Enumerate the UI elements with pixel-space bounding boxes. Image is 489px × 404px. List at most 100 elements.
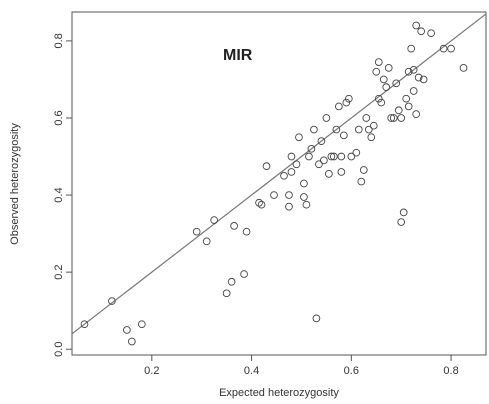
data-point [342, 98, 351, 107]
data-point [337, 152, 346, 161]
y-tick-label: 0.8 [53, 33, 65, 48]
data-point [287, 152, 296, 161]
x-tick-label: 0.6 [344, 365, 359, 377]
y-axis-title: Observed heterozygosity [9, 123, 21, 245]
data-point [359, 166, 368, 174]
data-point [379, 75, 388, 84]
data-point [317, 137, 326, 145]
data-point [409, 65, 418, 74]
data-point [322, 114, 331, 122]
data-point [367, 133, 376, 142]
data-point [287, 168, 296, 176]
data-point [240, 270, 248, 278]
data-point [302, 200, 311, 209]
data-point [394, 106, 403, 115]
data-point [337, 168, 346, 176]
data-point [389, 114, 398, 122]
data-point [300, 193, 308, 201]
data-point [407, 44, 416, 53]
data-point [80, 320, 89, 329]
data-point [419, 75, 428, 84]
data-point [137, 320, 146, 329]
data-point [192, 227, 201, 236]
data-point [312, 314, 321, 323]
data-point [257, 200, 266, 209]
data-point [374, 94, 383, 103]
data-point [369, 121, 378, 130]
data-point [384, 64, 393, 72]
data-point [382, 83, 391, 92]
data-point [439, 44, 448, 53]
data-point [262, 162, 271, 171]
x-tick-label: 0.2 [144, 365, 159, 377]
data-point [210, 216, 219, 224]
data-point [285, 191, 293, 199]
data-point [397, 218, 406, 226]
data-point [459, 64, 468, 72]
y-tick-label: 0.4 [53, 187, 65, 202]
x-tick-label: 0.8 [443, 365, 458, 377]
data-point [320, 156, 328, 165]
data-point [300, 179, 308, 188]
data-point [285, 202, 293, 211]
data-point [399, 208, 408, 217]
data-point [344, 94, 353, 103]
data-point [404, 102, 413, 111]
data-point [230, 222, 238, 230]
y-tick-label: 0.0 [53, 342, 65, 357]
data-point [222, 289, 231, 298]
data-point [427, 29, 435, 38]
data-point [310, 125, 318, 134]
data-point [242, 227, 251, 236]
data-point [202, 237, 211, 246]
data-point [372, 67, 381, 76]
data-point [417, 27, 426, 36]
data-point [412, 21, 421, 30]
data-point [305, 152, 313, 161]
data-point [270, 191, 278, 199]
data-point [414, 73, 423, 82]
data-point [327, 152, 336, 161]
data-point [352, 148, 361, 157]
data-point [255, 198, 263, 207]
data-point [332, 125, 341, 134]
data-point [280, 171, 288, 180]
data-point [335, 102, 343, 111]
data-point [364, 125, 373, 134]
data-point [409, 87, 418, 95]
y-tick-label: 0.2 [53, 264, 65, 279]
y-tick-label: 0.6 [53, 110, 65, 125]
data-point [108, 297, 116, 305]
plot-frame [71, 11, 487, 356]
data-point [392, 79, 401, 88]
data-point [227, 277, 236, 286]
data-point [357, 177, 366, 186]
data-point [307, 144, 316, 153]
data-point [402, 94, 411, 103]
data-point [347, 152, 356, 161]
data-point [447, 44, 455, 53]
data-point [315, 160, 323, 169]
data-point [412, 110, 421, 118]
data-point [397, 114, 406, 122]
data-point [128, 337, 136, 346]
data-points [80, 21, 468, 346]
data-point [362, 114, 371, 122]
data-point [325, 170, 333, 178]
x-axis: 0.2 0.4 0.6 0.8 [144, 355, 459, 377]
data-point [374, 58, 383, 66]
chart-annotation: MIR [223, 47, 253, 64]
x-tick-label: 0.4 [244, 365, 259, 377]
data-point [377, 98, 386, 107]
data-point [295, 133, 303, 142]
data-point [123, 326, 131, 334]
data-point [330, 152, 338, 161]
data-point [292, 160, 301, 169]
x-axis-title: Expected heterozygosity [219, 387, 339, 399]
data-point [354, 125, 363, 134]
data-point [404, 67, 413, 76]
data-point [387, 114, 396, 122]
data-point [339, 131, 348, 140]
reference-line [71, 13, 487, 335]
